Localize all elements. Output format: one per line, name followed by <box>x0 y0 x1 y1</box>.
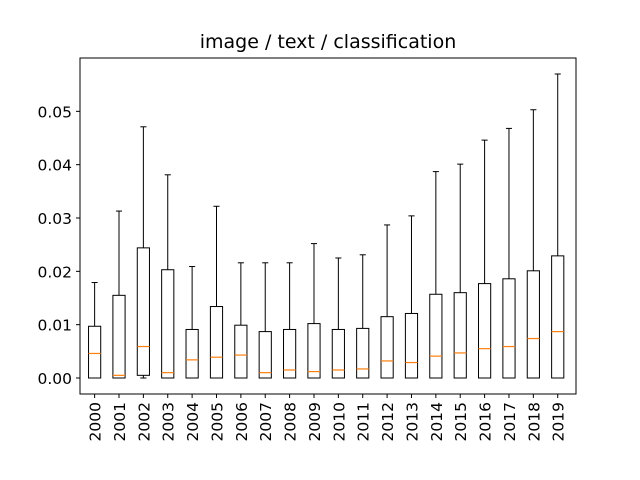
x-tick-label: 2013 <box>403 402 421 441</box>
iqr-box <box>234 324 248 379</box>
box-2016 <box>478 139 492 379</box>
iqr-box <box>307 323 321 379</box>
y-tick-label: 0.03 <box>37 210 72 228</box>
x-tick-label: 2015 <box>452 402 470 441</box>
iqr-box <box>161 269 175 379</box>
box-2012 <box>380 224 394 379</box>
box-2007 <box>258 262 272 379</box>
iqr-box <box>283 328 297 379</box>
box-2005 <box>209 205 224 379</box>
x-tick-label: 2004 <box>184 402 202 441</box>
box-2018 <box>526 109 540 379</box>
iqr-box <box>112 294 126 379</box>
iqr-box <box>258 331 272 379</box>
box-2003 <box>161 174 175 379</box>
x-tick-label: 2001 <box>111 402 129 441</box>
iqr-box <box>429 293 443 379</box>
plot-frame <box>79 57 577 395</box>
box-2001 <box>112 210 126 379</box>
y-tick-label: 0.00 <box>37 370 72 388</box>
x-tick-label: 2011 <box>355 402 373 441</box>
x-tick-label: 2014 <box>428 402 446 441</box>
x-tick-label: 2016 <box>477 402 495 441</box>
x-tick-label: 2003 <box>160 402 178 441</box>
box-2013 <box>404 215 419 379</box>
box-2015 <box>453 163 467 379</box>
iqr-box <box>453 292 467 379</box>
iqr-box <box>551 255 565 379</box>
iqr-box <box>502 278 516 379</box>
x-tick-label: 2007 <box>257 402 275 441</box>
x-tick-label: 2002 <box>135 402 153 441</box>
iqr-box <box>380 316 394 379</box>
iqr-box <box>185 328 199 379</box>
box-2017 <box>502 127 516 379</box>
iqr-box <box>478 283 492 379</box>
box-2010 <box>331 257 345 379</box>
box-2000 <box>88 282 102 379</box>
box-2006 <box>234 262 248 379</box>
x-tick-label: 2000 <box>87 402 105 441</box>
box-2008 <box>283 262 297 379</box>
box-2002 <box>136 126 150 379</box>
y-tick-label: 0.01 <box>37 317 72 335</box>
x-tick-label: 2019 <box>550 402 568 441</box>
iqr-box <box>404 312 419 379</box>
iqr-box <box>88 325 102 379</box>
x-tick-label: 2018 <box>525 402 543 441</box>
y-axis: 0.00 0.01 0.02 0.03 0.04 0.05 <box>37 103 80 388</box>
iqr-box <box>356 327 370 379</box>
x-tick-label: 2006 <box>233 402 251 441</box>
iqr-box <box>331 328 345 379</box>
x-tick-label: 2009 <box>306 402 324 441</box>
x-tick-label: 2012 <box>379 402 397 441</box>
x-tick-label: 2005 <box>208 402 226 441</box>
chart-title: image / text / classification <box>200 31 457 53</box>
box-2014 <box>429 171 443 379</box>
box-2011 <box>356 254 370 379</box>
box-2004 <box>185 266 199 379</box>
y-tick-label: 0.04 <box>37 157 72 175</box>
iqr-box <box>136 247 150 376</box>
box-2009 <box>307 243 321 379</box>
iqr-box <box>526 270 540 379</box>
x-tick-label: 2010 <box>330 402 348 441</box>
iqr-box <box>209 306 224 379</box>
x-axis: 2000 2001 2002 2003 2004 2005 2006 2007 2008 2009… <box>87 394 568 441</box>
x-tick-label: 2008 <box>282 402 300 441</box>
boxes-layer <box>88 73 565 379</box>
y-tick-label: 0.02 <box>37 263 72 281</box>
x-tick-label: 2017 <box>501 402 519 441</box>
box-2019 <box>551 73 565 379</box>
y-tick-label: 0.05 <box>37 103 72 121</box>
